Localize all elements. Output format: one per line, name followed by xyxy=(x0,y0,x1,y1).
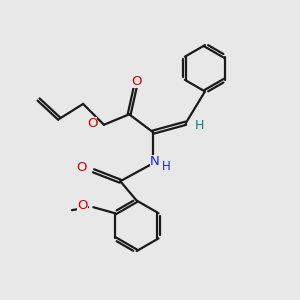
Text: O: O xyxy=(131,74,142,88)
Text: O: O xyxy=(87,117,98,130)
Text: O: O xyxy=(76,161,87,174)
Text: H: H xyxy=(162,160,171,173)
Text: H: H xyxy=(194,119,204,132)
Text: O: O xyxy=(77,199,88,212)
Text: N: N xyxy=(150,155,159,168)
